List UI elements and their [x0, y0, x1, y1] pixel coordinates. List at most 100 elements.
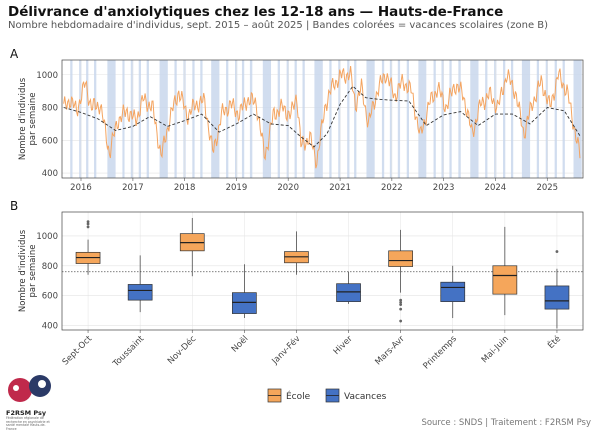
- panel-b-ytick-label: 400: [42, 322, 58, 332]
- panel-b-xtick-label: Mai-Juin: [480, 334, 511, 365]
- vacation-band: [138, 60, 141, 178]
- vacation-band: [441, 60, 444, 178]
- panel-a-ytick-label: 600: [42, 136, 58, 146]
- box-Hiver: [336, 271, 361, 304]
- panel-b-ylabel-line1: Nombre d'individus: [18, 229, 28, 312]
- box-outlier: [86, 220, 90, 224]
- vacation-band: [86, 60, 89, 178]
- box-outlier: [399, 307, 403, 311]
- box-outlier: [399, 303, 403, 307]
- panel-a-ylabel-line2: par semaine: [28, 93, 38, 146]
- vacation-band: [338, 60, 341, 178]
- box-outlier: [399, 300, 403, 304]
- vacation-band: [146, 60, 149, 178]
- vacation-band: [200, 60, 203, 178]
- vacation-band: [226, 60, 229, 178]
- box-Janv-Fév: [284, 231, 309, 275]
- box-body: [336, 283, 361, 302]
- legend: École Vacances: [267, 388, 387, 403]
- vacation-band: [79, 60, 82, 178]
- panel-a-xtick-label: 2024: [485, 183, 507, 193]
- vacation-band: [406, 60, 410, 178]
- panel-b-xtick-label: Toussaint: [111, 334, 147, 370]
- box-outlier: [399, 298, 403, 302]
- panel-b-xtick-label: Nov-Déc: [165, 333, 198, 366]
- legend-label: École: [286, 390, 311, 402]
- box-outlier: [86, 225, 90, 229]
- vacation-band: [354, 60, 357, 178]
- vacation-band: [235, 60, 238, 178]
- vacation-band: [503, 60, 506, 178]
- panel-a-xtick-label: 2016: [70, 183, 92, 193]
- logo-name: F2RSM Psy: [6, 409, 47, 417]
- box-Mai-Juin: [492, 226, 518, 316]
- vacation-band: [418, 60, 427, 178]
- panel-a-xtick-label: 2023: [433, 183, 455, 193]
- vacation-band: [485, 60, 488, 178]
- vacation-band: [107, 60, 116, 178]
- vacation-band: [449, 60, 452, 178]
- panel-label-a: A: [10, 47, 19, 61]
- vacation-band: [521, 60, 531, 178]
- panel-a-xtick-label: 2020: [277, 183, 299, 193]
- panel-a-ylabel: Nombre d'individuspar semaine: [18, 77, 38, 160]
- panel-a-xtick-label: 2022: [381, 183, 403, 193]
- box-Printemps: [440, 265, 466, 319]
- legend-label: Vacances: [344, 392, 387, 402]
- chart-caption: Source : SNDS | Traitement : F2RSM Psy: [421, 418, 591, 428]
- vacation-band: [192, 60, 195, 178]
- panel-a-ytick-label: 400: [42, 169, 58, 179]
- box-Noël: [232, 264, 257, 319]
- box-body: [388, 250, 413, 267]
- vacation-band: [470, 60, 479, 178]
- panel-b-ytick-label: 1000: [36, 232, 58, 242]
- panel-b-xtick-label: Mars-Avr: [373, 334, 407, 368]
- panel-a-ylabel-line1: Nombre d'individus: [18, 77, 28, 160]
- chart-subtitle: Nombre hebdomadaire d'individus, sept. 2…: [8, 20, 549, 31]
- box-body: [440, 281, 466, 302]
- panel-a-frame: [61, 59, 584, 179]
- vacation-band: [94, 60, 97, 178]
- box-outlier: [555, 250, 559, 253]
- vacation-band: [397, 60, 401, 178]
- vacation-band: [458, 60, 461, 178]
- vacation-band: [249, 60, 253, 178]
- vacation-band: [510, 60, 514, 178]
- vacation-band: [433, 60, 436, 178]
- panel-b-xtick-label: Sept-Oct: [61, 334, 95, 368]
- vacation-band: [366, 60, 375, 178]
- box-Nov-Déc: [179, 217, 205, 277]
- box-Été: [544, 250, 570, 329]
- vacation-band: [294, 60, 297, 178]
- vacation-band: [70, 60, 73, 178]
- panel-a-xtick-label: 2019: [226, 183, 248, 193]
- box-outlier: [86, 222, 90, 226]
- vacation-band: [573, 60, 582, 178]
- weekly-count-line: [63, 66, 581, 169]
- panel-a-xtick-label: 2025: [536, 183, 558, 193]
- panel-a-xtick-label: 2018: [174, 183, 196, 193]
- box-outlier: [399, 319, 403, 323]
- box-Toussaint: [127, 255, 153, 313]
- chart-title: Délivrance d'anxiolytiques chez les 12-1…: [8, 4, 504, 20]
- panel-a-ytick-label: 1000: [36, 71, 58, 81]
- panel-b-xtick-label: Janv-Fév: [269, 333, 303, 367]
- vacation-band: [389, 60, 393, 178]
- vacation-band: [122, 60, 125, 178]
- f2rsm-logo: [8, 375, 51, 402]
- vacation-band: [562, 60, 565, 178]
- logo-subtitle: Fédération régionale de recherche en psy…: [6, 416, 50, 431]
- panel-b-frame: [61, 211, 584, 331]
- vacation-band: [536, 60, 540, 178]
- vacation-band: [211, 60, 220, 178]
- vacation-band: [545, 60, 548, 178]
- vacation-band: [262, 60, 272, 178]
- panel-b-ytick-label: 800: [42, 262, 58, 272]
- box-Sept-Oct: [75, 220, 101, 275]
- vacation-band: [314, 60, 323, 178]
- vacation-band: [241, 60, 245, 178]
- vacation-band: [277, 60, 280, 178]
- vacation-band: [174, 60, 177, 178]
- vacation-band: [329, 60, 332, 178]
